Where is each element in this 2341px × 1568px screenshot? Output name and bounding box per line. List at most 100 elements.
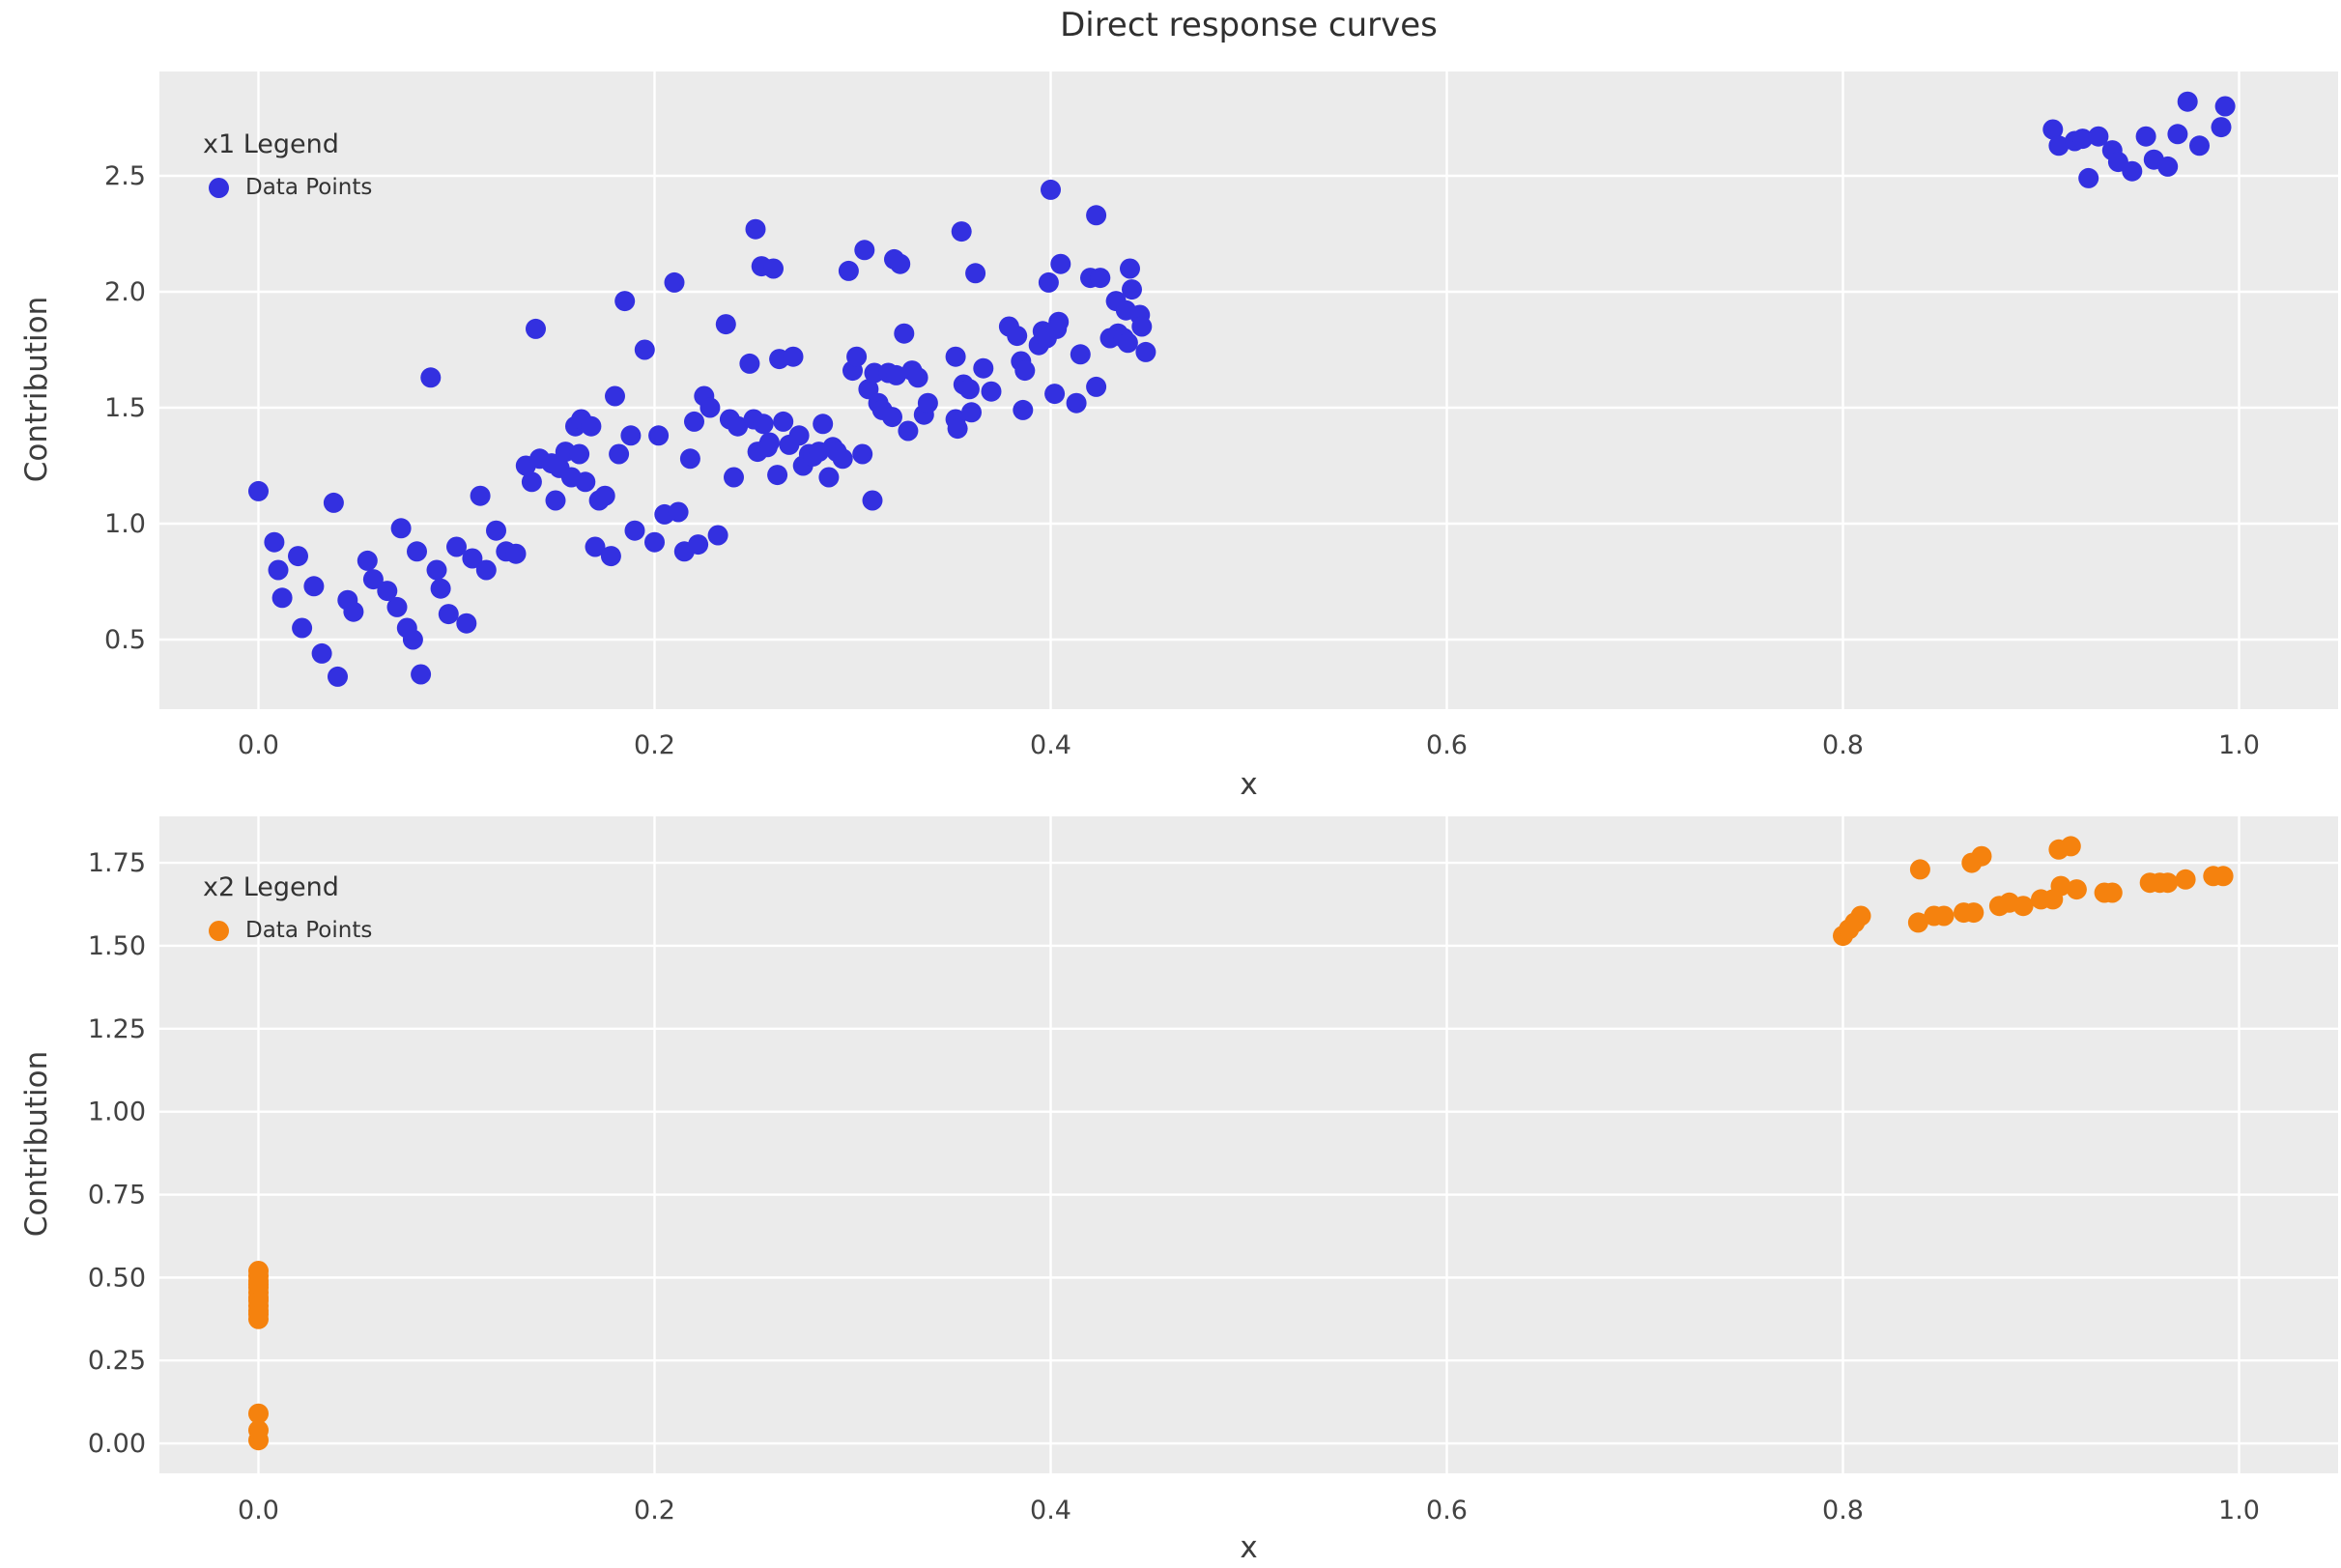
x1-data-point <box>818 467 840 488</box>
x1-data-point <box>1090 268 1111 289</box>
x1-data-point <box>600 546 621 567</box>
y-tick-label: 0.25 <box>88 1346 146 1376</box>
x2-xaxis-label: x <box>1240 1530 1258 1565</box>
x1-data-point <box>648 425 670 446</box>
y-tick-label: 0.50 <box>88 1263 146 1293</box>
x1-data-point <box>707 525 728 546</box>
y-tick-label: 2.5 <box>104 161 146 191</box>
x2-data-point <box>2175 869 2196 890</box>
x1-data-point <box>2157 156 2179 177</box>
x1-data-point <box>1135 341 1156 362</box>
x1-legend: x1 Legend Data Points <box>203 129 372 200</box>
x1-data-point <box>758 432 780 453</box>
x2-legend-item-label: Data Points <box>245 918 373 943</box>
x1-data-point <box>864 362 885 384</box>
x1-data-point <box>862 490 883 511</box>
y-tick-label: 1.00 <box>88 1098 146 1127</box>
x1-data-point <box>965 263 986 284</box>
x1-data-point <box>907 367 928 388</box>
x1-data-point <box>526 318 546 339</box>
y-tick-label: 0.5 <box>104 625 146 655</box>
x2-data-point <box>2213 866 2234 887</box>
x1-data-point <box>594 485 615 506</box>
x1-data-point <box>973 357 994 379</box>
x2-data-point <box>1907 912 1928 933</box>
x1-data-point <box>728 415 749 437</box>
x1-data-point <box>739 353 760 374</box>
x2-data-point <box>248 1261 269 1281</box>
x1-data-point <box>486 520 506 541</box>
x1-data-point <box>609 443 630 465</box>
x1-data-point <box>981 381 1002 402</box>
x2-plot-background <box>159 816 2338 1473</box>
x1-data-point <box>1120 258 1140 279</box>
x1-data-point <box>788 425 810 446</box>
x2-legend-item: Data Points <box>203 918 372 943</box>
x-tick-label: 0.8 <box>1822 730 1864 760</box>
x1-data-point <box>917 392 938 413</box>
x1-data-point <box>958 379 980 400</box>
x1-data-point <box>634 339 655 360</box>
x1-data-point <box>1122 279 1142 300</box>
x1-data-point <box>1041 179 1061 200</box>
x2-data-point <box>2066 879 2087 900</box>
x1-data-point <box>854 240 875 261</box>
x1-data-point <box>292 617 313 639</box>
x2-legend-marker-icon <box>209 920 229 941</box>
x1-data-point <box>961 402 982 423</box>
x1-data-point <box>407 541 427 562</box>
x2-data-point <box>2060 836 2081 857</box>
x1-data-point <box>624 520 645 541</box>
x2-data-point <box>2050 875 2071 897</box>
x1-data-point <box>585 536 606 557</box>
x1-data-point <box>838 260 859 281</box>
y-tick-label: 2.0 <box>104 277 146 307</box>
x1-data-point <box>1066 392 1087 413</box>
x-tick-label: 0.4 <box>1030 1496 1071 1525</box>
x1-data-point <box>505 543 527 564</box>
x1-data-point <box>715 314 736 335</box>
x1-data-point <box>614 291 636 312</box>
x1-data-point <box>2042 119 2064 140</box>
x2-legend-title: x2 Legend <box>203 872 339 902</box>
x1-data-point <box>311 642 332 664</box>
x1-data-point <box>664 271 685 293</box>
x1-data-point <box>1070 344 1091 365</box>
x1-data-point <box>1014 360 1036 382</box>
x-tick-label: 0.2 <box>634 730 675 760</box>
x1-data-point <box>402 629 423 650</box>
x-tick-label: 1.0 <box>2218 730 2260 760</box>
x2-data-point <box>248 1419 269 1440</box>
y-tick-label: 1.5 <box>104 393 146 423</box>
chart-title: Direct response curves <box>1060 6 1438 44</box>
x1-data-point <box>390 518 412 539</box>
x1-data-point <box>2177 91 2198 112</box>
x1-data-point <box>724 467 744 488</box>
x1-data-point <box>684 411 704 432</box>
x1-data-point <box>569 443 590 465</box>
x1-data-point <box>288 546 308 567</box>
x-tick-label: 0.0 <box>238 1496 279 1525</box>
x1-data-point <box>362 569 384 590</box>
x1-data-point <box>783 346 804 367</box>
x1-data-point <box>620 425 642 446</box>
x1-data-point <box>377 581 398 602</box>
x1-legend-item-label: Data Points <box>245 175 373 200</box>
x2-yaxis-label: Contribution <box>19 1050 54 1238</box>
x1-data-point <box>947 418 968 440</box>
x1-data-point <box>2088 126 2109 147</box>
y-tick-label: 1.0 <box>104 509 146 539</box>
x1-data-point <box>745 218 766 240</box>
x1-data-point <box>521 471 542 493</box>
x1-data-point <box>2122 160 2143 182</box>
x2-data-point <box>248 1403 269 1424</box>
x1-data-point <box>894 323 915 344</box>
x1-data-point <box>763 258 784 279</box>
x1-data-point <box>886 364 907 385</box>
x1-data-point <box>2167 124 2188 145</box>
x1-data-point <box>430 578 451 599</box>
x1-data-point <box>264 531 285 553</box>
x-tick-label: 0.8 <box>1822 1496 1864 1525</box>
x2-data-point <box>2013 896 2034 917</box>
